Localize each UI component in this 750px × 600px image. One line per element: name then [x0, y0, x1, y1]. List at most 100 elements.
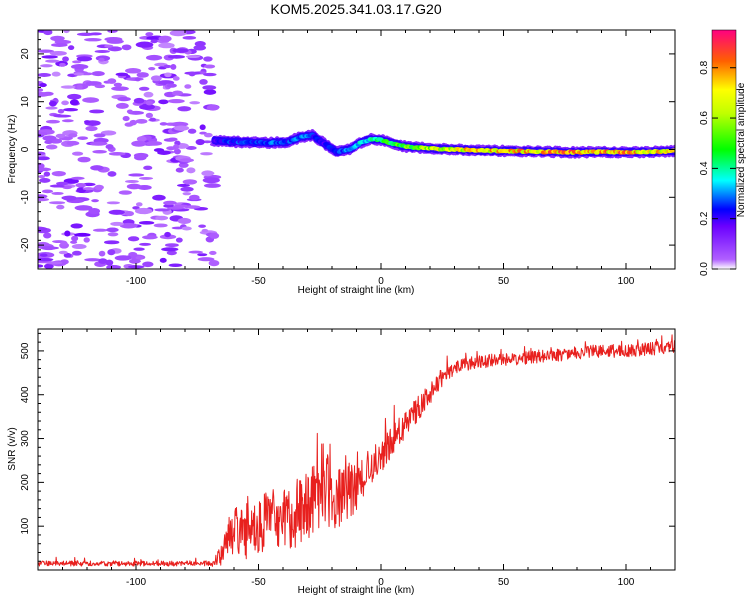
colorbar-tick-label: 0.2 [699, 211, 710, 225]
spectrogram-xtick-label: 100 [618, 276, 635, 287]
colorbar-tick-label: 0.8 [699, 60, 710, 74]
noise-blob [43, 263, 54, 269]
colorbar-label: Normalized spectral amplitude [736, 82, 747, 217]
noise-blob [49, 201, 66, 205]
noise-blob [204, 132, 213, 138]
noise-blob [129, 119, 138, 126]
noise-blob [90, 165, 104, 171]
noise-blob [94, 184, 104, 190]
noise-blob [74, 232, 91, 237]
noise-blob [61, 100, 69, 106]
noise-blob [135, 202, 143, 207]
noise-blob [166, 83, 177, 88]
noise-blob [75, 182, 87, 188]
noise-blob [103, 240, 120, 245]
noise-blob [115, 102, 129, 109]
noise-blob [145, 100, 154, 106]
noise-blob [42, 135, 57, 141]
noise-blob [122, 115, 130, 122]
noise-blob [172, 48, 189, 53]
noise-blob [186, 167, 196, 174]
noise-blob [125, 68, 142, 74]
noise-blob [155, 215, 169, 221]
noise-blob [170, 121, 189, 127]
noise-blob [143, 91, 154, 98]
spectrogram-xlabel: Height of straight line (km) [298, 285, 415, 296]
noise-blob [126, 183, 142, 190]
noise-blob [150, 39, 158, 44]
noise-blob [199, 124, 206, 131]
noise-blob [167, 55, 186, 59]
noise-blob [172, 76, 180, 81]
noise-blob [71, 151, 84, 156]
noise-blob [63, 107, 79, 112]
noise-blob [177, 183, 190, 187]
noise-blob [76, 56, 93, 62]
noise-blob [171, 90, 184, 96]
noise-blob [143, 165, 153, 171]
noise-blob [200, 152, 213, 156]
noise-blob [188, 71, 196, 77]
noise-blob [38, 156, 50, 161]
noise-blob [203, 89, 217, 95]
noise-blob [125, 179, 139, 184]
noise-blob [182, 179, 198, 185]
noise-blob [59, 62, 66, 67]
noise-blob [49, 50, 67, 56]
noise-blob [135, 41, 154, 48]
snr-series-line [38, 334, 675, 567]
noise-blob [83, 237, 90, 243]
noise-blob [62, 185, 73, 190]
noise-blob [113, 82, 123, 87]
noise-blob [41, 246, 57, 251]
noise-blob [173, 125, 190, 131]
noise-blob [56, 204, 65, 210]
noise-blob [148, 66, 156, 71]
noise-blob [135, 255, 144, 260]
noise-blob [106, 227, 119, 233]
noise-blob [153, 223, 168, 228]
noise-blob [50, 43, 68, 47]
noise-blob [41, 189, 54, 194]
noise-blob [45, 59, 60, 63]
noise-blob [38, 227, 48, 231]
noise-blob [154, 208, 170, 212]
noise-blob [106, 201, 120, 205]
noise-blob [38, 91, 50, 97]
noise-blob [91, 199, 99, 203]
noise-blob [57, 108, 65, 114]
noise-blob [111, 86, 129, 91]
noise-blob [150, 75, 162, 82]
noise-blob [45, 106, 58, 110]
noise-blob [38, 257, 54, 262]
noise-blob [179, 158, 195, 163]
snr-panel: -100 -50 0 50 100 100 200 300 400 500 Height of s… [7, 328, 676, 596]
noise-blob [43, 171, 51, 177]
noise-blob [84, 258, 101, 262]
noise-blob [185, 146, 197, 150]
noise-blob [107, 232, 119, 237]
snr-xtick-label: 50 [498, 577, 510, 588]
noise-blob [39, 83, 47, 88]
noise-blob [115, 72, 129, 77]
snr-axes: -100 -50 0 50 100 100 200 300 400 500 [20, 329, 676, 588]
noise-blob [194, 41, 206, 47]
noise-blob [53, 114, 72, 118]
noise-blob [38, 167, 52, 172]
noise-blob [82, 97, 100, 103]
noise-blob [107, 46, 122, 52]
noise-blob [133, 97, 145, 104]
noise-blob [121, 44, 132, 51]
noise-blob [181, 226, 192, 231]
spectrogram-marks [38, 30, 675, 269]
noise-blob [45, 119, 60, 124]
noise-blob [84, 38, 102, 42]
noise-blob [124, 210, 135, 217]
noise-blob [145, 32, 154, 37]
noise-blob [55, 133, 66, 139]
noise-blob [98, 250, 106, 257]
noise-blob [44, 140, 53, 144]
noise-blob [38, 175, 46, 179]
